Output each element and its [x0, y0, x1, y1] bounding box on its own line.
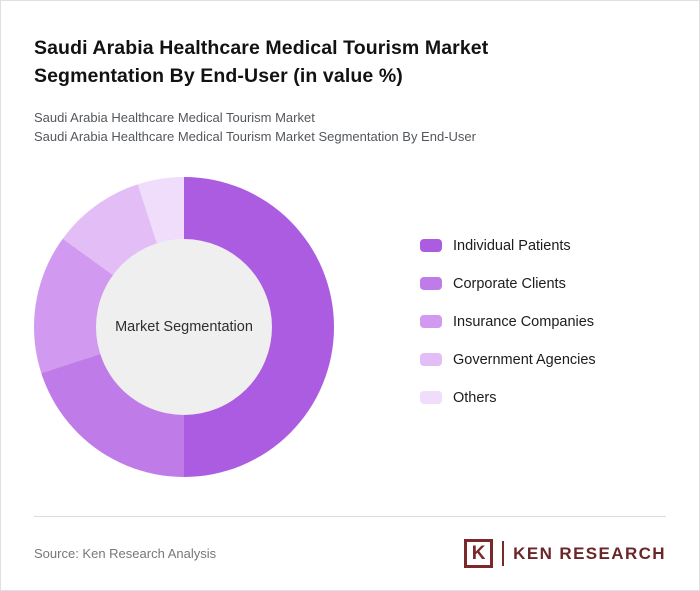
legend-item: Corporate Clients	[420, 275, 596, 293]
subtitle-block: Saudi Arabia Healthcare Medical Tourism …	[34, 108, 666, 146]
subtitle-line-1: Saudi Arabia Healthcare Medical Tourism …	[34, 109, 315, 125]
logo-separator	[502, 541, 505, 566]
logo-k-icon: K	[464, 539, 494, 568]
legend-swatch-icon	[420, 277, 442, 291]
legend: Individual Patients Corporate Clients In…	[420, 237, 596, 477]
subtitle-line-2: Saudi Arabia Healthcare Medical Tourism …	[34, 128, 476, 144]
legend-swatch-icon	[420, 239, 442, 253]
ken-research-logo: K KEN RESEARCH	[464, 539, 666, 568]
footer: Source: Ken Research Analysis K KEN RESE…	[34, 516, 666, 590]
legend-label: Government Agencies	[453, 351, 596, 368]
legend-swatch-icon	[420, 391, 442, 405]
legend-label: Corporate Clients	[453, 275, 566, 292]
page-title: Saudi Arabia Healthcare Medical Tourism …	[34, 37, 489, 88]
legend-item: Others	[420, 389, 596, 407]
donut-center-label: Market Segmentation	[115, 318, 253, 335]
legend-label: Individual Patients	[453, 237, 571, 254]
source-text: Source: Ken Research Analysis	[34, 546, 217, 561]
legend-swatch-icon	[420, 315, 442, 329]
legend-label: Insurance Companies	[453, 313, 595, 330]
legend-item: Government Agencies	[420, 351, 596, 369]
legend-swatch-icon	[420, 353, 442, 367]
legend-label: Others	[453, 389, 497, 406]
logo-text: KEN RESEARCH	[513, 543, 666, 563]
legend-item: Insurance Companies	[420, 313, 596, 331]
donut-chart: Market Segmentation	[34, 176, 334, 477]
donut-center: Market Segmentation	[96, 238, 272, 415]
chart-area: Market Segmentation Individual Patients …	[34, 176, 666, 477]
legend-item: Individual Patients	[420, 237, 596, 255]
